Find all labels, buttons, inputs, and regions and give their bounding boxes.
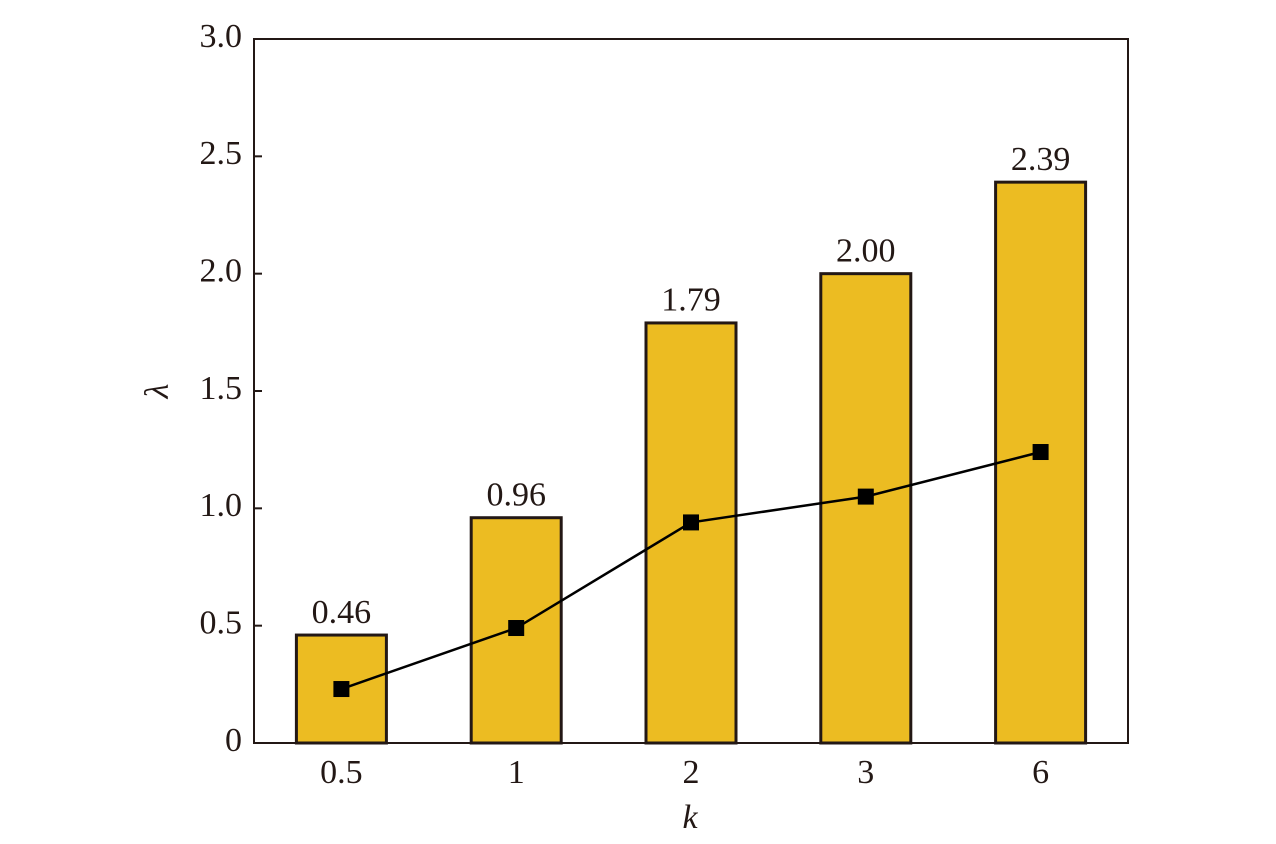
x-tick-label: 1 — [508, 754, 525, 791]
x-tick-label: 3 — [857, 754, 874, 791]
y-tick-label: 2.0 — [200, 252, 243, 289]
bar — [994, 180, 1088, 745]
data-label: 2.00 — [836, 232, 896, 269]
y-tick-label: 3.0 — [200, 18, 243, 55]
y-tick-label: 1.5 — [200, 370, 243, 407]
x-tick-label: 2 — [683, 754, 700, 791]
marker — [683, 514, 699, 531]
data-label: 1.79 — [661, 282, 721, 319]
marker — [857, 488, 874, 505]
y-tick-label: 2.5 — [200, 135, 243, 172]
data-label: 0.46 — [312, 594, 372, 631]
data-label: 0.96 — [486, 477, 546, 514]
y-tick-label: 1.0 — [200, 487, 243, 524]
bar — [644, 321, 738, 745]
bar — [819, 272, 913, 745]
x-tick-label: 6 — [1032, 754, 1049, 791]
data-label: 2.39 — [1011, 141, 1071, 178]
marker — [1032, 444, 1049, 461]
x-axis-label: k — [682, 799, 698, 836]
y-tick-label: 0.5 — [200, 604, 243, 641]
y-tick-label: 0 — [225, 722, 242, 759]
marker — [333, 681, 350, 698]
y-axis-label: λ — [139, 384, 176, 400]
x-tick-label: 0.5 — [320, 754, 363, 791]
plot-frame — [253, 38, 1129, 744]
marker — [508, 620, 525, 637]
